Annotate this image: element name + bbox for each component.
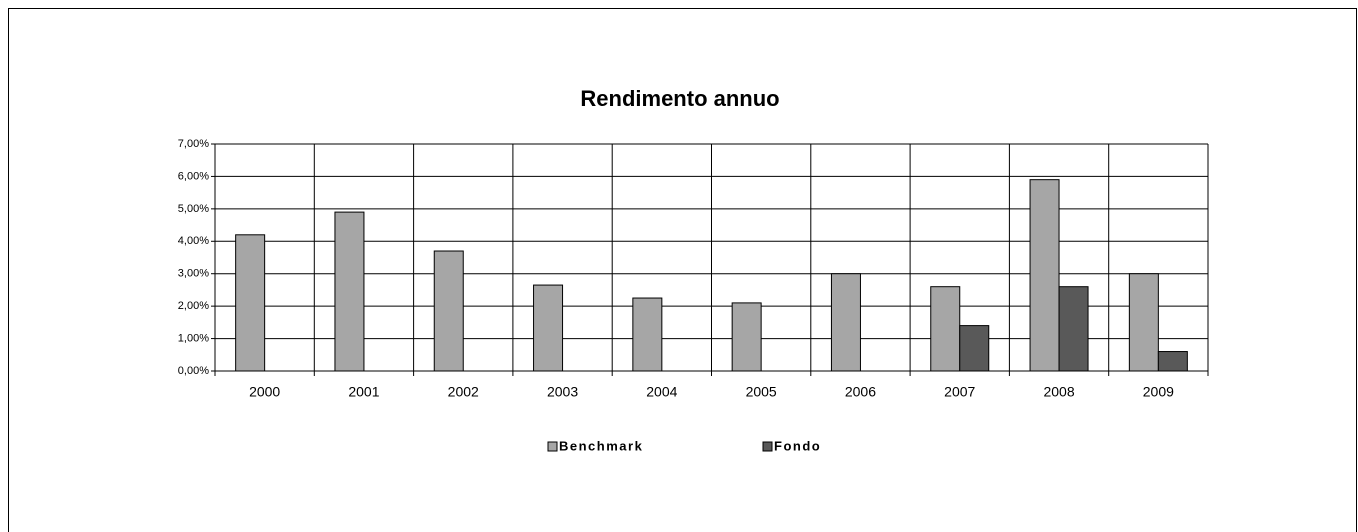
bar — [632, 297, 663, 372]
bar — [731, 302, 762, 372]
bar — [1029, 179, 1060, 372]
bar — [830, 273, 861, 372]
bar — [930, 286, 961, 372]
x-tick-label: 2000 — [249, 384, 280, 400]
bar — [1128, 273, 1159, 372]
y-tick-label: 1,00% — [178, 332, 209, 344]
bar — [1157, 351, 1188, 372]
y-tick-label: 2,00% — [178, 300, 209, 312]
x-tick-label: 2009 — [1143, 384, 1174, 400]
legend-swatch — [547, 441, 558, 452]
bar — [235, 234, 266, 372]
bar — [959, 325, 990, 372]
x-tick-label: 2004 — [646, 384, 677, 400]
x-tick-label: 2002 — [448, 384, 479, 400]
legend-label: Benchmark — [559, 438, 643, 453]
x-tick-label: 2008 — [1043, 384, 1074, 400]
y-tick-label: 6,00% — [178, 170, 209, 182]
x-tick-label: 2007 — [944, 384, 975, 400]
bar — [433, 250, 464, 372]
y-tick-label: 5,00% — [178, 203, 209, 215]
legend-swatch — [762, 441, 773, 452]
bar — [533, 284, 564, 372]
y-tick-label: 3,00% — [178, 268, 209, 280]
frame — [8, 8, 1357, 532]
bar — [334, 211, 365, 372]
y-tick-label: 7,00% — [178, 138, 209, 150]
y-tick-label: 4,00% — [178, 235, 209, 247]
x-tick-label: 2005 — [746, 384, 777, 400]
bar — [1058, 286, 1089, 372]
chart-title: Rendimento annuo — [580, 86, 779, 111]
legend-label: Fondo — [774, 438, 821, 453]
x-tick-label: 2003 — [547, 384, 578, 400]
x-tick-label: 2006 — [845, 384, 876, 400]
y-tick-label: 0,00% — [178, 365, 209, 377]
x-tick-label: 2001 — [348, 384, 379, 400]
